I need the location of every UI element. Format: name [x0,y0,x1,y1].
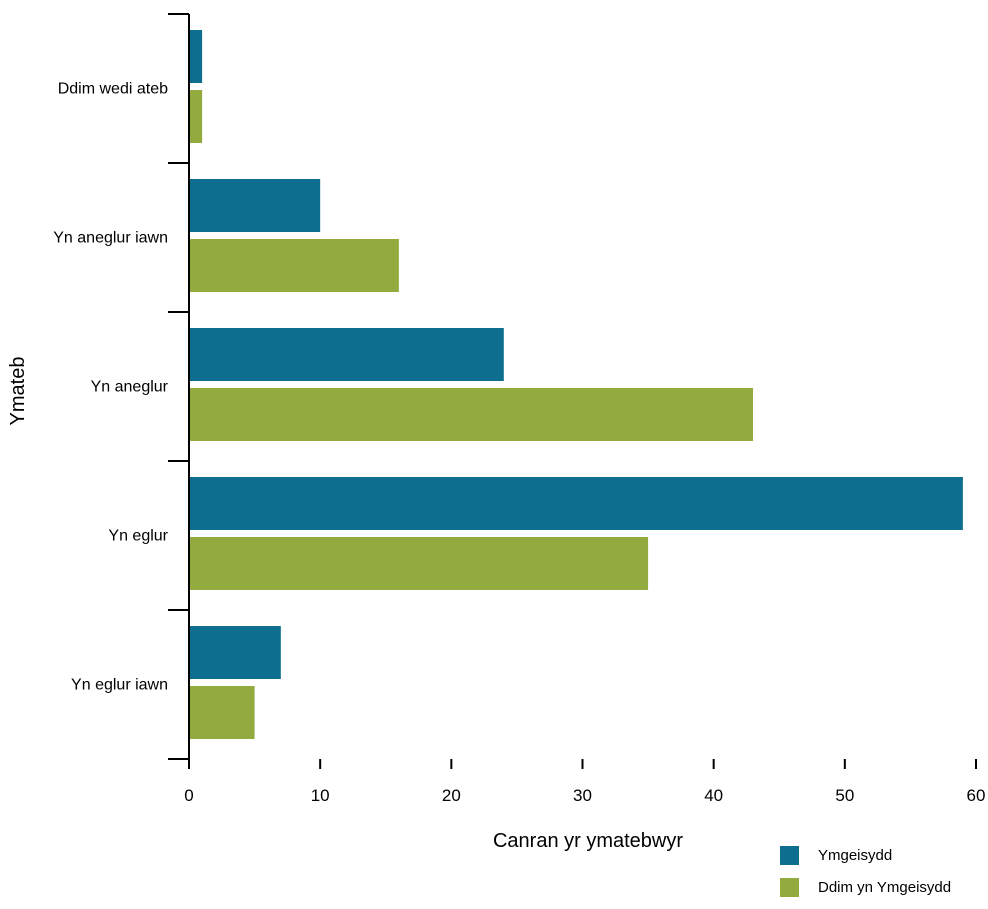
bar-ddim-yn-ymgeisydd-ddim-wedi-ateb [189,90,203,143]
axes-group: Ddim wedi ateb Yn aneglur iawn Yn aneglur Y… [53,13,986,805]
legend-label-ddim-yn-ymgeisydd: Ddim yn Ymgeisydd [818,878,952,896]
y-tick-label-yn-aneglur: Yn aneglur [91,379,169,396]
legend-item-ddim-yn-ymgeisydd: Ddim yn Ymgeisydd [780,877,951,897]
bar-ymgeisydd-yn-eglur [189,477,963,530]
bar-ymgeisydd-ddim-wedi-ateb [189,30,203,83]
bar-ddim-yn-ymgeisydd-yn-eglur-iawn [189,686,255,739]
x-tick-label-30: 30 [573,786,592,805]
bar-ymgeisydd-yn-aneglur-iawn [189,179,321,232]
bars-group [189,30,963,739]
legend: Ymgeisydd Ddim yn Ymgeisydd [780,845,951,909]
y-tick-label-yn-aneglur-iawn: Yn aneglur iawn [53,230,168,247]
bar-ddim-yn-ymgeisydd-yn-aneglur [189,388,754,441]
x-tick-label-60: 60 [967,786,986,805]
legend-swatch-ddim-yn-ymgeisydd [780,877,799,897]
bar-ymgeisydd-yn-eglur-iawn [189,626,281,679]
x-tick-label-50: 50 [835,786,854,805]
bar-ddim-yn-ymgeisydd-yn-eglur [189,537,649,590]
y-axis-title: Ymateb [7,357,29,426]
x-axis-title: Canran yr ymatebwyr [493,830,683,852]
y-tick-label-yn-eglur: Yn eglur [108,528,168,545]
x-tick-label-40: 40 [704,786,723,805]
legend-label-ymgeisydd: Ymgeisydd [818,846,893,864]
legend-item-ymgeisydd: Ymgeisydd [780,845,951,865]
x-tick-label-10: 10 [311,786,330,805]
legend-swatch-ymgeisydd [780,845,799,865]
bar-ddim-yn-ymgeisydd-yn-aneglur-iawn [189,239,399,292]
x-tick-label-0: 0 [184,786,193,805]
x-tick-label-20: 20 [442,786,461,805]
y-tick-label-ddim-wedi-ateb: Ddim wedi ateb [58,81,168,98]
y-tick-label-yn-eglur-iawn: Yn eglur iawn [71,677,168,694]
bar-ymgeisydd-yn-aneglur [189,328,504,381]
